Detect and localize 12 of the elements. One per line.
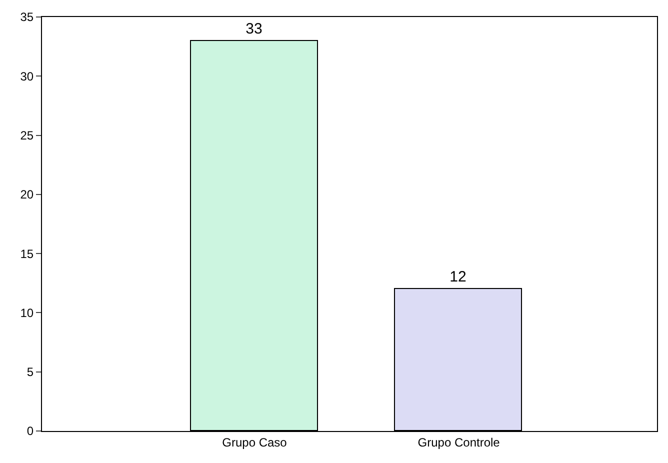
- y-tick-label: 15: [20, 246, 34, 261]
- y-tick-label: 30: [20, 69, 34, 84]
- data-label: 33: [246, 20, 262, 38]
- y-tick-label: 0: [26, 424, 34, 438]
- y-tick-label: 20: [20, 188, 34, 202]
- x-tick-label: Grupo Caso: [222, 435, 288, 450]
- x-tick-label: Grupo Controle: [418, 435, 500, 450]
- y-tick-label: 25: [20, 128, 34, 142]
- y-tick-label: 5: [26, 365, 34, 380]
- y-tick-label: 35: [20, 10, 34, 24]
- y-tick-label: 10: [20, 306, 34, 320]
- data-label: 12: [450, 268, 466, 286]
